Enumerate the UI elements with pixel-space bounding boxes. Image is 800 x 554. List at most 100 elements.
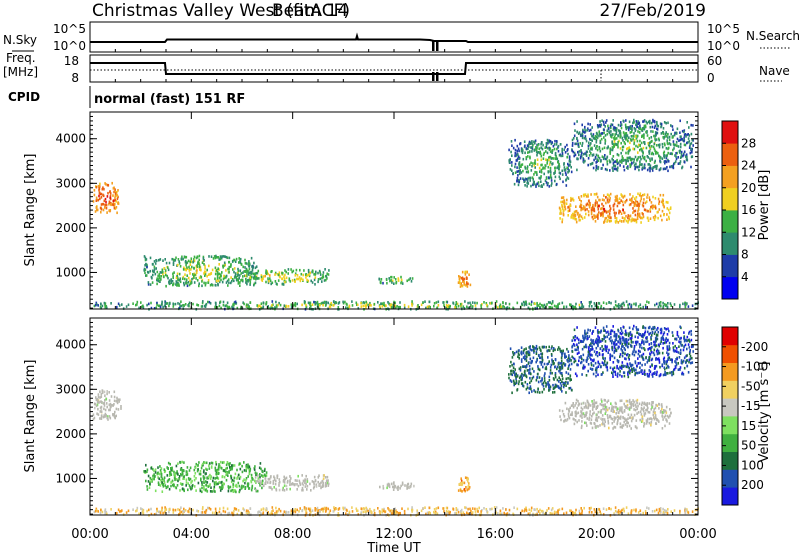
- echo-cell: [189, 486, 191, 489]
- echo-cell: [208, 484, 211, 488]
- beam-label: Beam 14: [272, 1, 348, 21]
- echo-cell: [636, 426, 638, 430]
- echo-cell: [223, 469, 225, 472]
- echo-cell: [624, 123, 627, 127]
- echo-cell: [541, 345, 544, 349]
- echo-cell: [161, 302, 163, 306]
- echo-cell: [290, 477, 292, 480]
- echo-cell: [117, 189, 119, 192]
- echo-cell: [98, 194, 100, 198]
- echo-cell: [674, 143, 677, 147]
- echo-cell: [583, 136, 586, 140]
- echo-cell: [538, 356, 541, 359]
- echo-cell: [595, 164, 598, 168]
- echo-cell: [399, 301, 401, 304]
- echo-cell: [267, 272, 269, 276]
- echo-cell: [324, 304, 327, 307]
- echo-cell: [627, 165, 629, 168]
- echo-cell: [595, 168, 597, 172]
- echo-cell: [330, 301, 332, 305]
- echo-cell: [246, 465, 249, 469]
- echo-cell: [635, 204, 637, 207]
- echo-cell: [602, 420, 604, 423]
- echo-cell: [306, 478, 309, 481]
- echo-cell: [640, 163, 642, 166]
- echo-cell: [551, 358, 553, 362]
- echo-cell: [142, 304, 144, 308]
- echo-cell: [396, 305, 398, 308]
- echo-cell: [117, 201, 119, 204]
- echo-cell: [550, 347, 553, 350]
- echo-cell: [686, 133, 688, 137]
- echo-cell: [611, 140, 613, 143]
- echo-cell: [619, 159, 621, 163]
- echo-cell: [265, 471, 268, 474]
- echo-cell: [545, 345, 547, 349]
- echo-cell: [379, 281, 382, 284]
- echo-cell: [564, 171, 567, 174]
- echo-cell: [628, 400, 631, 404]
- echo-cell: [149, 480, 151, 484]
- echo-cell: [289, 475, 291, 478]
- echo-cell: [618, 139, 620, 143]
- echo-cell: [178, 475, 181, 478]
- echo-cell: [183, 461, 185, 464]
- echo-cell: [97, 413, 100, 416]
- echo-cell: [401, 483, 404, 486]
- echo-cell: [97, 198, 99, 202]
- echo-cell: [355, 301, 358, 305]
- echo-cell: [291, 279, 294, 282]
- echo-cell: [188, 269, 191, 272]
- echo-cell: [257, 479, 259, 483]
- echo-cell: [602, 120, 605, 124]
- echo-cell: [96, 400, 99, 404]
- echo-cell: [658, 208, 661, 211]
- echo-cell: [231, 278, 234, 281]
- echo-cell: [239, 274, 241, 277]
- echo-cell: [585, 195, 588, 198]
- echo-cell: [580, 215, 583, 218]
- echo-cell: [644, 326, 647, 330]
- echo-cell: [598, 302, 601, 305]
- echo-cell: [598, 416, 600, 419]
- echo-cell: [525, 170, 528, 174]
- echo-cell: [222, 482, 224, 485]
- echo-cell: [180, 304, 183, 308]
- echo-cell: [118, 400, 120, 403]
- echo-cell: [154, 272, 157, 276]
- echo-cell: [173, 476, 176, 479]
- echo-cell: [255, 480, 258, 483]
- echo-cell: [602, 212, 604, 216]
- echo-cell: [638, 131, 641, 134]
- echo-cell: [646, 419, 648, 423]
- echo-cell: [549, 169, 552, 173]
- colorbar-segment: [722, 232, 738, 255]
- echo-cell: [169, 462, 171, 466]
- echo-cell: [101, 187, 104, 191]
- echo-cell: [574, 214, 577, 218]
- echo-cell: [596, 158, 599, 161]
- echo-cell: [249, 469, 251, 473]
- echo-cell: [259, 482, 262, 485]
- echo-cell: [679, 119, 681, 123]
- echo-cell: [253, 261, 255, 265]
- echo-cell: [172, 261, 175, 264]
- echo-cell: [647, 142, 649, 145]
- echo-cell: [683, 130, 685, 134]
- echo-cell: [582, 152, 585, 156]
- echo-cell: [606, 146, 608, 150]
- echo-cell: [176, 484, 179, 487]
- echo-cell: [549, 385, 552, 389]
- echo-cell: [483, 301, 485, 304]
- echo-cell: [210, 283, 213, 286]
- echo-cell: [254, 476, 257, 479]
- echo-cell: [565, 184, 568, 187]
- echo-cell: [656, 124, 659, 127]
- echo-cell: [665, 121, 667, 125]
- echo-cell: [610, 126, 612, 130]
- echo-cell: [584, 345, 587, 349]
- echo-cell: [459, 489, 462, 492]
- echo-cell: [548, 386, 550, 389]
- echo-cell: [272, 480, 275, 483]
- echo-cell: [635, 196, 638, 199]
